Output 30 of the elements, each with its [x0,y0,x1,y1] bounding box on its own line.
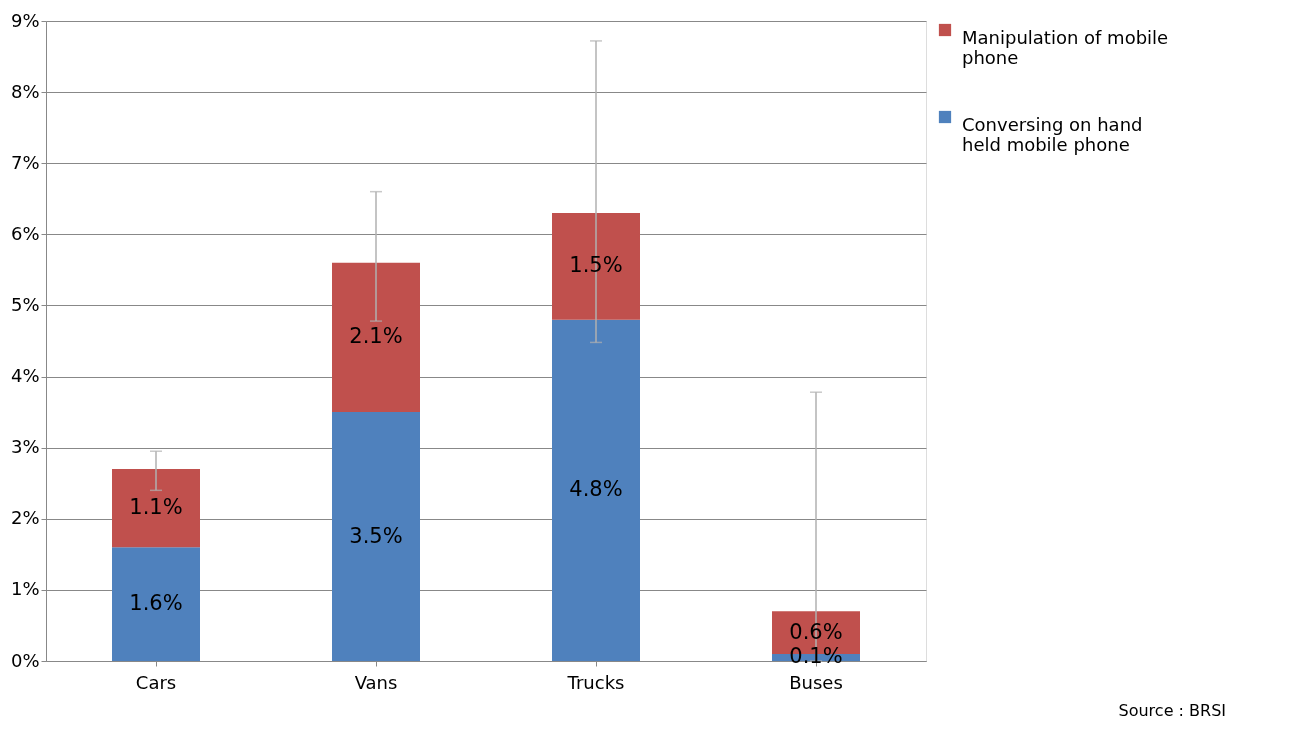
y-tick-label: 5% [10,293,40,315]
data-label: 1.1% [129,495,183,520]
bar [112,547,200,661]
y-tick-label: 6% [10,222,40,244]
y-tick-label: 1% [10,578,40,600]
x-tick-label: Cars [135,671,177,693]
y-tick-label: 9% [10,9,40,31]
data-label: 1.5% [569,253,623,278]
bar [332,262,420,413]
source-note: Source : BRSI [1118,701,1226,720]
data-label: 4.8% [569,477,623,502]
data-label: 0.6% [789,619,843,644]
legend-label: Conversing on hand held mobile phone [962,114,1143,155]
data-label: 1.6% [129,591,183,616]
x-tick-label: Trucks [566,671,625,693]
data-label: 2.1% [349,324,403,349]
data-label: 3.5% [349,523,403,548]
y-tick-label: 7% [10,151,40,173]
bar [552,319,640,661]
bar [332,412,420,661]
y-tick-label: 8% [10,80,40,102]
y-tick-label: 0% [10,649,40,671]
bar [112,469,200,548]
y-tick-label: 2% [10,507,40,529]
x-tick-label: Buses [789,671,843,693]
legend-label: Manipulation of mobile phone [962,27,1169,68]
y-tick-label: 4% [10,365,40,387]
bar [552,213,640,320]
x-tick-label: Vans [354,671,398,693]
y-tick-label: 3% [10,436,40,458]
